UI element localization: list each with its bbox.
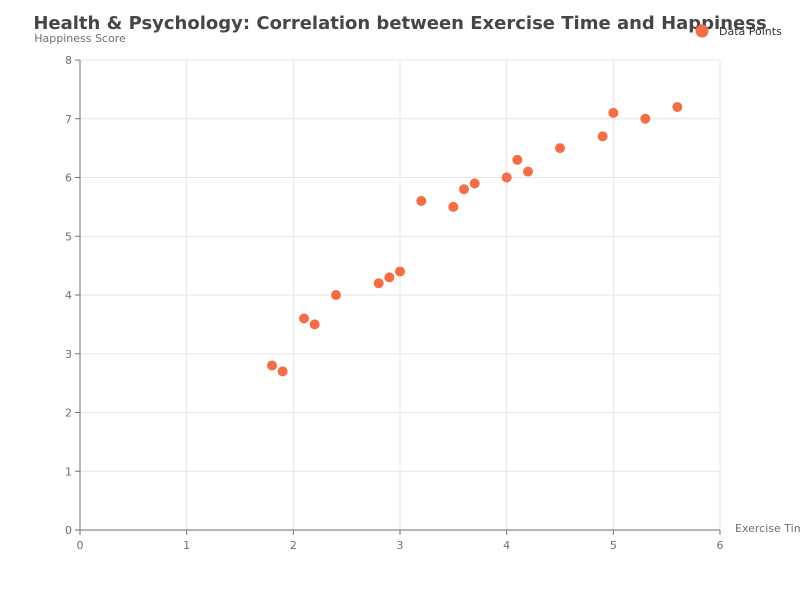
data-point[interactable] — [448, 201, 459, 212]
x-tick-label: 2 — [290, 539, 297, 552]
y-tick-label: 7 — [65, 113, 72, 126]
grid-layer — [79, 59, 721, 531]
data-point[interactable] — [331, 290, 341, 300]
y-tick-label: 5 — [65, 230, 72, 243]
data-point[interactable] — [277, 366, 288, 377]
data-point[interactable] — [416, 196, 427, 206]
axis-layer: 0 1 2 3 4 5 6 0 1 2 3 4 5 6 7 8 — [65, 54, 724, 552]
data-point[interactable] — [309, 319, 320, 330]
y-tick-label: 1 — [65, 465, 72, 478]
data-point[interactable] — [640, 113, 651, 124]
x-tick-label: 0 — [77, 539, 84, 552]
data-point[interactable] — [523, 166, 533, 177]
data-point[interactable] — [469, 178, 480, 189]
y-tick-label: 8 — [65, 54, 72, 67]
x-tick-label: 1 — [183, 539, 190, 552]
data-point[interactable] — [299, 313, 309, 324]
data-point[interactable] — [373, 278, 384, 289]
x-tick-label: 6 — [717, 539, 724, 552]
x-axis-label: Exercise Time (hours/week) — [735, 522, 800, 535]
y-axis-label: Happiness Score — [34, 32, 126, 45]
data-point[interactable] — [512, 154, 523, 165]
data-point[interactable] — [395, 266, 405, 277]
data-point[interactable] — [555, 143, 565, 154]
legend-marker-icon — [695, 24, 709, 38]
point-layer — [267, 102, 683, 377]
x-tick-label: 3 — [397, 539, 404, 552]
y-tick-label: 4 — [65, 289, 72, 302]
data-point[interactable] — [267, 360, 277, 371]
data-point[interactable] — [597, 131, 608, 142]
legend[interactable]: Data Points — [695, 24, 783, 39]
y-tick-label: 2 — [65, 407, 72, 420]
y-tick-label: 6 — [65, 172, 72, 185]
data-point[interactable] — [459, 184, 469, 195]
x-tick-label: 5 — [610, 539, 617, 552]
y-tick-label: 3 — [65, 348, 72, 361]
legend-label-data-points: Data Points — [719, 25, 782, 38]
chart-title: Health & Psychology: Correlation between… — [33, 13, 766, 34]
x-tick-label: 4 — [503, 539, 510, 552]
y-tick-label: 0 — [65, 524, 72, 537]
data-point[interactable] — [384, 272, 395, 283]
data-point[interactable] — [672, 102, 683, 112]
data-point[interactable] — [608, 107, 619, 118]
data-point[interactable] — [501, 172, 512, 183]
